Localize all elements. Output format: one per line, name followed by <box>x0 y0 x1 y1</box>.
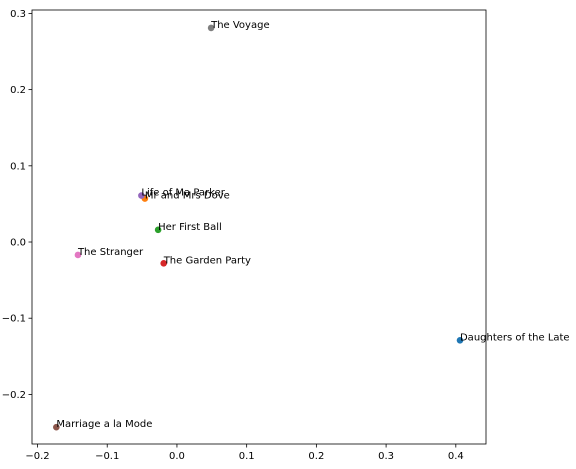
x-tick-label: 0.1 <box>239 451 255 462</box>
y-tick-label: −0.1 <box>2 314 26 325</box>
axis-ticks: −0.2 −0.1 0.0 0.1 0.2 0.3 0.4 −0.2 −0.1 0.0 0.1 0.2… <box>2 9 464 462</box>
data-point-label: Daughters of the Late <box>460 332 570 343</box>
x-tick-label: −0.2 <box>25 451 49 462</box>
data-point <box>138 192 145 199</box>
data-point <box>53 423 60 431</box>
x-tick-label: 0.2 <box>308 451 324 462</box>
x-tick-label: 0.3 <box>378 451 394 462</box>
data-point-label: The Voyage <box>210 20 270 31</box>
data-point <box>456 337 464 344</box>
data-point-label: Life of Ma Parker <box>141 188 225 199</box>
y-tick-label: 0.2 <box>10 85 26 96</box>
data-point-label: The Garden Party <box>163 255 251 266</box>
y-tick-label: 0.0 <box>10 238 26 249</box>
x-tick-label: −0.1 <box>95 451 119 462</box>
plot-area <box>31 9 487 445</box>
data-point <box>160 260 167 267</box>
x-tick-label: 0.4 <box>448 451 464 462</box>
y-tick-label: 0.3 <box>10 9 26 20</box>
data-points <box>53 24 464 431</box>
data-point-label: Her First Ball <box>158 222 222 233</box>
data-point <box>207 24 215 32</box>
data-point-label: Mr and Mrs Dove <box>145 191 230 202</box>
point-labels: Daughters of the Late Mr and Mrs Dove Her … <box>56 20 569 430</box>
data-point-label: The Stranger <box>77 247 144 258</box>
y-tick-label: 0.1 <box>10 161 26 172</box>
data-point <box>154 226 162 234</box>
data-point <box>74 251 82 259</box>
data-point-label: Marriage a la Mode <box>56 419 152 430</box>
x-tick-label: 0.0 <box>169 451 185 462</box>
y-tick-label: −0.2 <box>2 390 26 401</box>
